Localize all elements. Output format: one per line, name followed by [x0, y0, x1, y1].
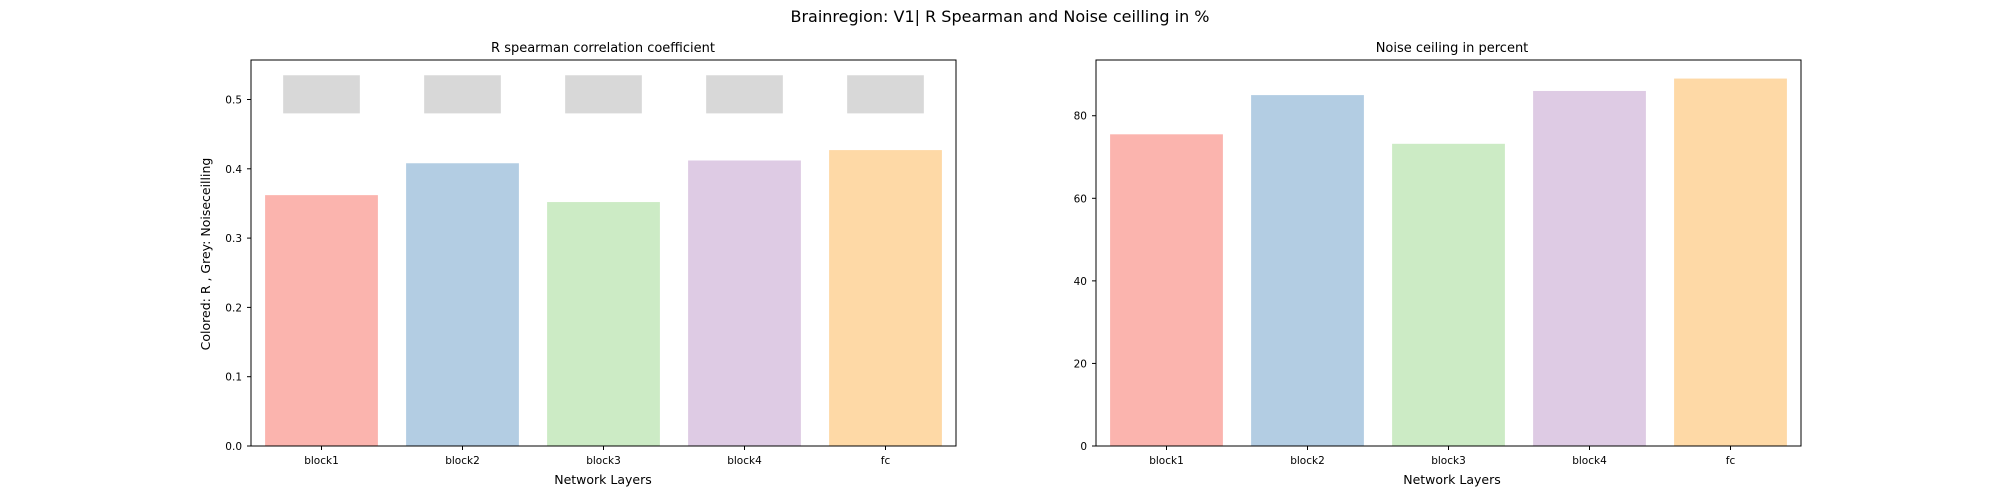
bar-block4	[688, 160, 801, 446]
y-tick-label: 0	[1080, 441, 1087, 453]
noise-ceiling-bar-fc	[847, 75, 924, 114]
y-tick-label: 80	[1074, 111, 1087, 123]
chart-title: R spearman correlation coefficient	[491, 41, 715, 56]
bar-block2	[1251, 95, 1364, 446]
x-tick-label: block4	[727, 455, 762, 467]
x-tick-label: block1	[1149, 455, 1184, 467]
noise-ceiling-bar-block3	[565, 75, 642, 114]
bar-block3	[1392, 143, 1505, 446]
y-tick-label: 60	[1074, 193, 1087, 205]
bar-fc	[829, 150, 942, 446]
bar-fc	[1674, 78, 1787, 446]
x-tick-label: fc	[1726, 455, 1736, 467]
x-tick-label: block3	[586, 455, 621, 467]
y-tick-label: 0.3	[225, 233, 242, 245]
x-tick-label: block2	[1290, 455, 1325, 467]
x-tick-label: block2	[445, 455, 480, 467]
bar-block4	[1533, 90, 1646, 446]
y-tick-label: 0.5	[225, 95, 242, 107]
y-tick-label: 40	[1074, 276, 1087, 288]
x-tick-label: block4	[1572, 455, 1607, 467]
x-tick-label: block3	[1431, 455, 1466, 467]
chart-noise-ceiling: Noise ceiling in percent Network Layers …	[1074, 41, 1802, 487]
x-tick-label: block1	[304, 455, 339, 467]
x-axis-label: Network Layers	[1403, 472, 1501, 487]
noise-ceiling-bar-block2	[424, 75, 501, 114]
y-axis-label: Colored: R , Grey: Noiseceilling	[198, 158, 213, 351]
y-tick-label: 0.0	[225, 441, 242, 453]
figure-title: Brainregion: V1| R Spearman and Noise ce…	[790, 7, 1209, 26]
noise-ceiling-bar-block1	[283, 75, 360, 114]
bar-block2	[406, 163, 519, 447]
bar-block1	[1110, 134, 1223, 446]
y-tick-label: 20	[1074, 358, 1087, 370]
bar-block1	[265, 195, 378, 446]
chart-title: Noise ceiling in percent	[1376, 41, 1529, 56]
y-tick-label: 0.1	[225, 372, 242, 384]
x-tick-label: fc	[881, 455, 891, 467]
noise-ceiling-bar-block4	[706, 75, 783, 114]
y-tick-label: 0.2	[225, 302, 242, 314]
y-tick-label: 0.4	[225, 164, 242, 176]
bar-block3	[547, 202, 660, 446]
x-axis-label: Network Layers	[554, 472, 652, 487]
chart-r-spearman: R spearman correlation coefficient Netwo…	[198, 41, 957, 487]
